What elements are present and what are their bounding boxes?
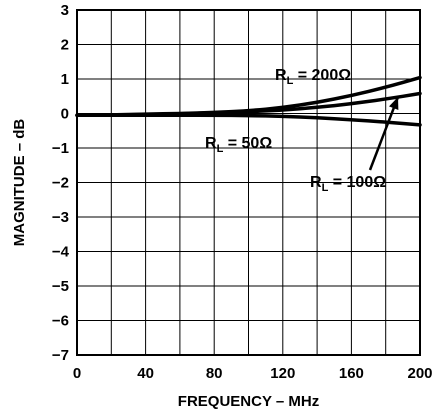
annotation-arrow <box>368 96 400 171</box>
x-tick-labels: 0 40 80 120 160 200 <box>73 365 433 382</box>
y-tick-label: 1 <box>61 71 69 88</box>
grid <box>77 10 420 355</box>
curves <box>75 75 422 127</box>
series-annotation: RL = 200Ω <box>275 67 351 87</box>
series-line-2 <box>75 113 422 127</box>
y-tick-label: 0 <box>61 106 69 123</box>
x-tick-label: 120 <box>270 365 295 382</box>
x-tick-label: 40 <box>137 365 154 382</box>
y-tick-label: −1 <box>52 140 69 157</box>
y-tick-label: −3 <box>52 209 69 226</box>
annotation-arrowhead <box>389 97 399 110</box>
y-tick-label: −7 <box>52 347 69 364</box>
x-axis-label: FREQUENCY – MHz <box>178 393 319 410</box>
y-tick-label: −5 <box>52 278 69 295</box>
x-tick-label: 160 <box>339 365 364 382</box>
series-annotation: RL = 100Ω <box>310 174 386 194</box>
y-tick-label: 2 <box>61 37 69 54</box>
x-tick-label: 80 <box>206 365 223 382</box>
y-tick-label: −6 <box>52 313 69 330</box>
x-tick-label: 0 <box>73 365 81 382</box>
y-tick-label: −4 <box>52 244 70 261</box>
annotations: RL = 200Ω RL = 50Ω RL = 100Ω <box>205 67 400 194</box>
series-annotation: RL = 50Ω <box>205 135 272 155</box>
y-tick-label: −2 <box>52 175 69 192</box>
y-axis-label: MAGNITUDE – dB <box>11 119 28 247</box>
plot-frame <box>76 9 421 356</box>
y-tick-label: 3 <box>61 2 69 19</box>
x-tick-label: 200 <box>407 365 432 382</box>
y-tick-labels: 3 2 1 0 −1 −2 −3 −4 −5 −6 −7 <box>52 2 70 364</box>
